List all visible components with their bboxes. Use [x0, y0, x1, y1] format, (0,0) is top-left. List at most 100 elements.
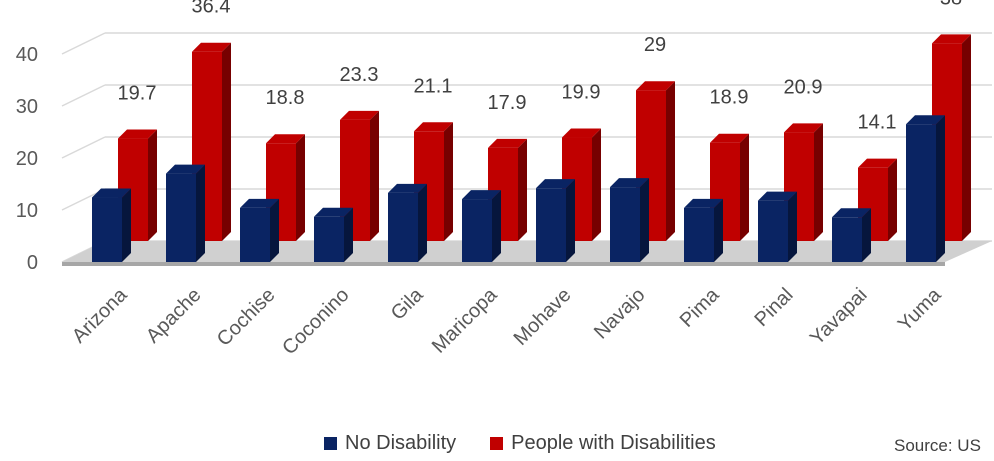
data-label-yavapai: 14.1 [858, 112, 897, 134]
bar-side [592, 128, 601, 241]
bar-front [314, 216, 344, 262]
legend-label-people-with-disabilities: People with Disabilities [511, 432, 716, 454]
data-labels: 19.7 36.4 18.8 23.3 21.1 17.9 19.9 29 18.9 20.9 14… [118, 0, 963, 134]
bar-front [906, 124, 936, 262]
bar-top [266, 134, 305, 144]
x-tick-label-yuma: Yuma [894, 283, 946, 335]
x-tick-label-yavapai: Yavapai [806, 284, 872, 350]
bar-no-disability-maricopa [462, 190, 501, 262]
bar-top [684, 198, 723, 208]
x-tick-label-mohave: Mohave [510, 284, 576, 350]
bar-no-disability-yuma [906, 115, 945, 262]
bar-top [414, 122, 453, 132]
x-tick-label-maricopa: Maricopa [428, 283, 502, 357]
x-tick-label-cochise: Cochise [213, 284, 280, 351]
bar-top [832, 208, 871, 218]
data-label-pima: 18.9 [710, 87, 749, 109]
bars [92, 34, 971, 262]
data-label-mohave: 19.9 [562, 82, 601, 104]
bar-side [814, 123, 823, 241]
data-label-apache: 36.4 [192, 0, 231, 18]
gridline-side [61, 32, 106, 55]
bar-top [240, 198, 279, 208]
bar-side [666, 81, 675, 241]
bar-no-disability-coconino [314, 207, 353, 262]
bar-side [444, 122, 453, 241]
bar-front [758, 200, 788, 262]
legend-swatch-no-disability [324, 437, 337, 450]
data-label-navajo: 29 [644, 34, 666, 56]
x-tick-label-pima: Pima [676, 283, 724, 331]
data-label-pinal: 20.9 [784, 76, 823, 98]
bar-side [936, 115, 945, 262]
bar-side [862, 208, 871, 262]
bar-top [636, 81, 675, 91]
bar-no-disability-pima [684, 198, 723, 262]
bar-no-disability-yavapai [832, 208, 871, 262]
data-label-gila: 21.1 [414, 75, 453, 97]
bar-no-disability-cochise [240, 198, 279, 262]
bar-top [562, 128, 601, 138]
legend-item-people-with-disabilities: People with Disabilities [490, 432, 716, 455]
legend-item-no-disability: No Disability [324, 432, 456, 455]
x-tick-label-coconino: Coconino [278, 284, 353, 359]
bar-top [118, 129, 157, 139]
bar-no-disability-gila [388, 183, 427, 262]
x-tick-label-gila: Gila [387, 283, 428, 324]
bar-top [166, 164, 205, 174]
bar-side [888, 158, 897, 241]
data-label-arizona: 19.7 [118, 83, 157, 105]
data-label-maricopa: 17.9 [488, 92, 527, 114]
bar-side [714, 198, 723, 262]
bar-front [536, 188, 566, 262]
bar-side [148, 129, 157, 241]
bar-people-with-disabilities-apache [192, 42, 231, 241]
bar-front [240, 207, 270, 262]
bar-front [832, 217, 862, 262]
bar-side [196, 164, 205, 262]
bar-top [488, 138, 527, 148]
x-tick-label-pinal: Pinal [751, 284, 798, 331]
data-label-coconino: 23.3 [340, 64, 379, 86]
bar-top [610, 178, 649, 188]
y-tick-label: 40 [16, 44, 38, 66]
y-tick-label: 0 [27, 252, 38, 274]
bar-side [518, 138, 527, 241]
bar-top [710, 133, 749, 143]
bar-no-disability-mohave [536, 179, 575, 262]
bar-no-disability-navajo [610, 178, 649, 262]
bar-side [344, 207, 353, 262]
y-axis: 0 10 20 30 40 [16, 44, 38, 274]
bar-top [388, 183, 427, 193]
bar-side [122, 188, 131, 262]
bar-side [640, 178, 649, 262]
bar-side [296, 134, 305, 241]
bar-no-disability-apache [166, 164, 205, 262]
bar-side [962, 34, 971, 242]
bar-side [740, 133, 749, 241]
x-tick-label-navajo: Navajo [590, 284, 650, 344]
bar-front [462, 199, 492, 262]
bar-side [270, 198, 279, 262]
x-tick-label-apache: Apache [142, 284, 206, 348]
bar-top [784, 123, 823, 133]
chart-floor-edge [62, 262, 945, 266]
gridline-side [61, 84, 106, 107]
bar-no-disability-pinal [758, 191, 797, 262]
bar-side [788, 191, 797, 262]
bar-top [758, 191, 797, 201]
bar-side [370, 110, 379, 241]
y-tick-label: 10 [16, 200, 38, 222]
y-tick-label: 20 [16, 148, 38, 170]
bar-front [610, 187, 640, 262]
bar-side [492, 190, 501, 262]
bar-top [340, 110, 379, 120]
bar-front [684, 207, 714, 262]
bar-front [92, 197, 122, 262]
bar-front [388, 192, 418, 262]
bar-no-disability-arizona [92, 188, 131, 262]
bar-top [92, 188, 131, 198]
gridline-side [61, 136, 106, 159]
